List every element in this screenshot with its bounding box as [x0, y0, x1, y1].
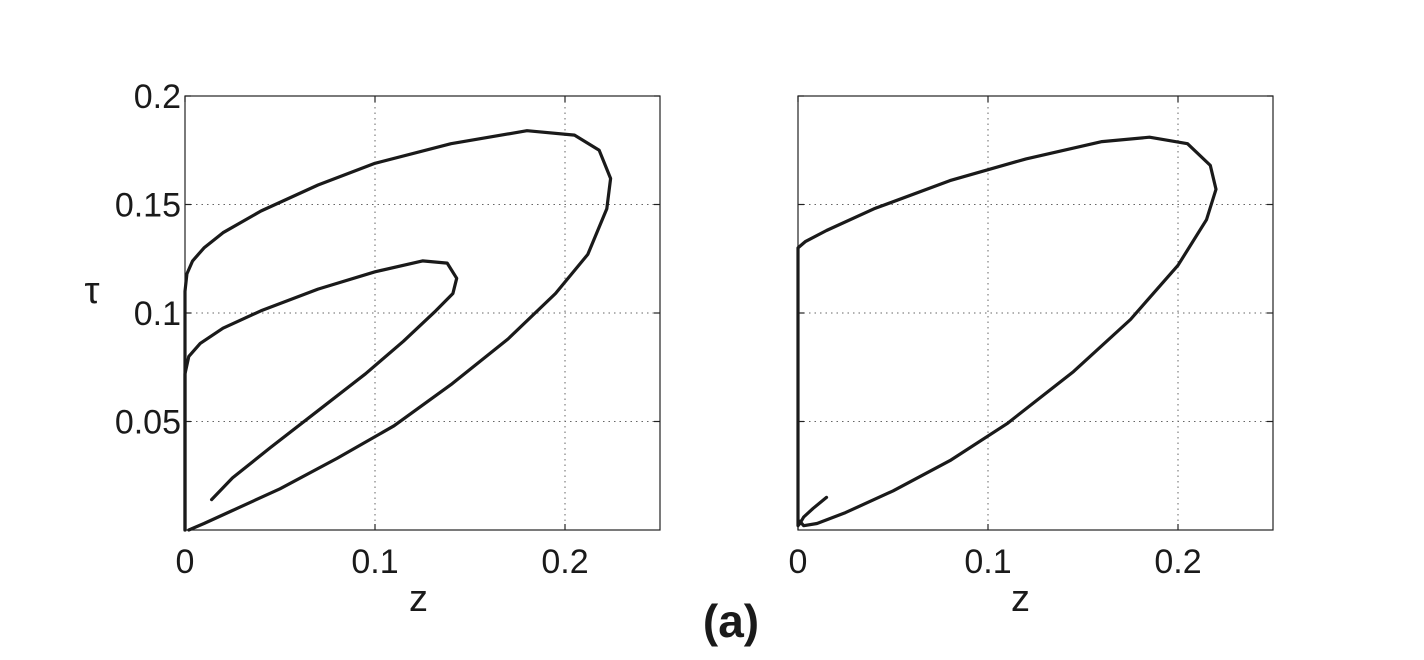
- y-axis-label: τ: [84, 270, 99, 312]
- series-line-0: [796, 135, 1218, 528]
- x-tick-label: 0.2: [541, 543, 588, 581]
- series-line-0: [183, 129, 613, 532]
- right-plot: 0 0.1 0.2 z: [789, 95, 1274, 620]
- x-tick-label: 0.2: [1154, 543, 1201, 581]
- figure-caption: (a): [703, 595, 759, 647]
- x-tick-label: 0.1: [351, 543, 398, 581]
- series-line-1: [183, 259, 459, 532]
- x-tick-label: 0: [176, 543, 195, 581]
- y-tick-label: 0.15: [115, 187, 181, 225]
- left-plot: 0 0.1 0.2 0.05 0.1 0.15 0.2 z τ: [84, 78, 661, 620]
- x-tick-label: 0.1: [964, 543, 1011, 581]
- x-axis-label: z: [1011, 578, 1030, 620]
- y-tick-label: 0.05: [115, 404, 181, 442]
- y-tick-label: 0.2: [134, 78, 181, 116]
- y-tick-label: 0.1: [134, 295, 181, 333]
- x-tick-label: 0: [789, 543, 808, 581]
- x-axis-label: z: [409, 578, 428, 620]
